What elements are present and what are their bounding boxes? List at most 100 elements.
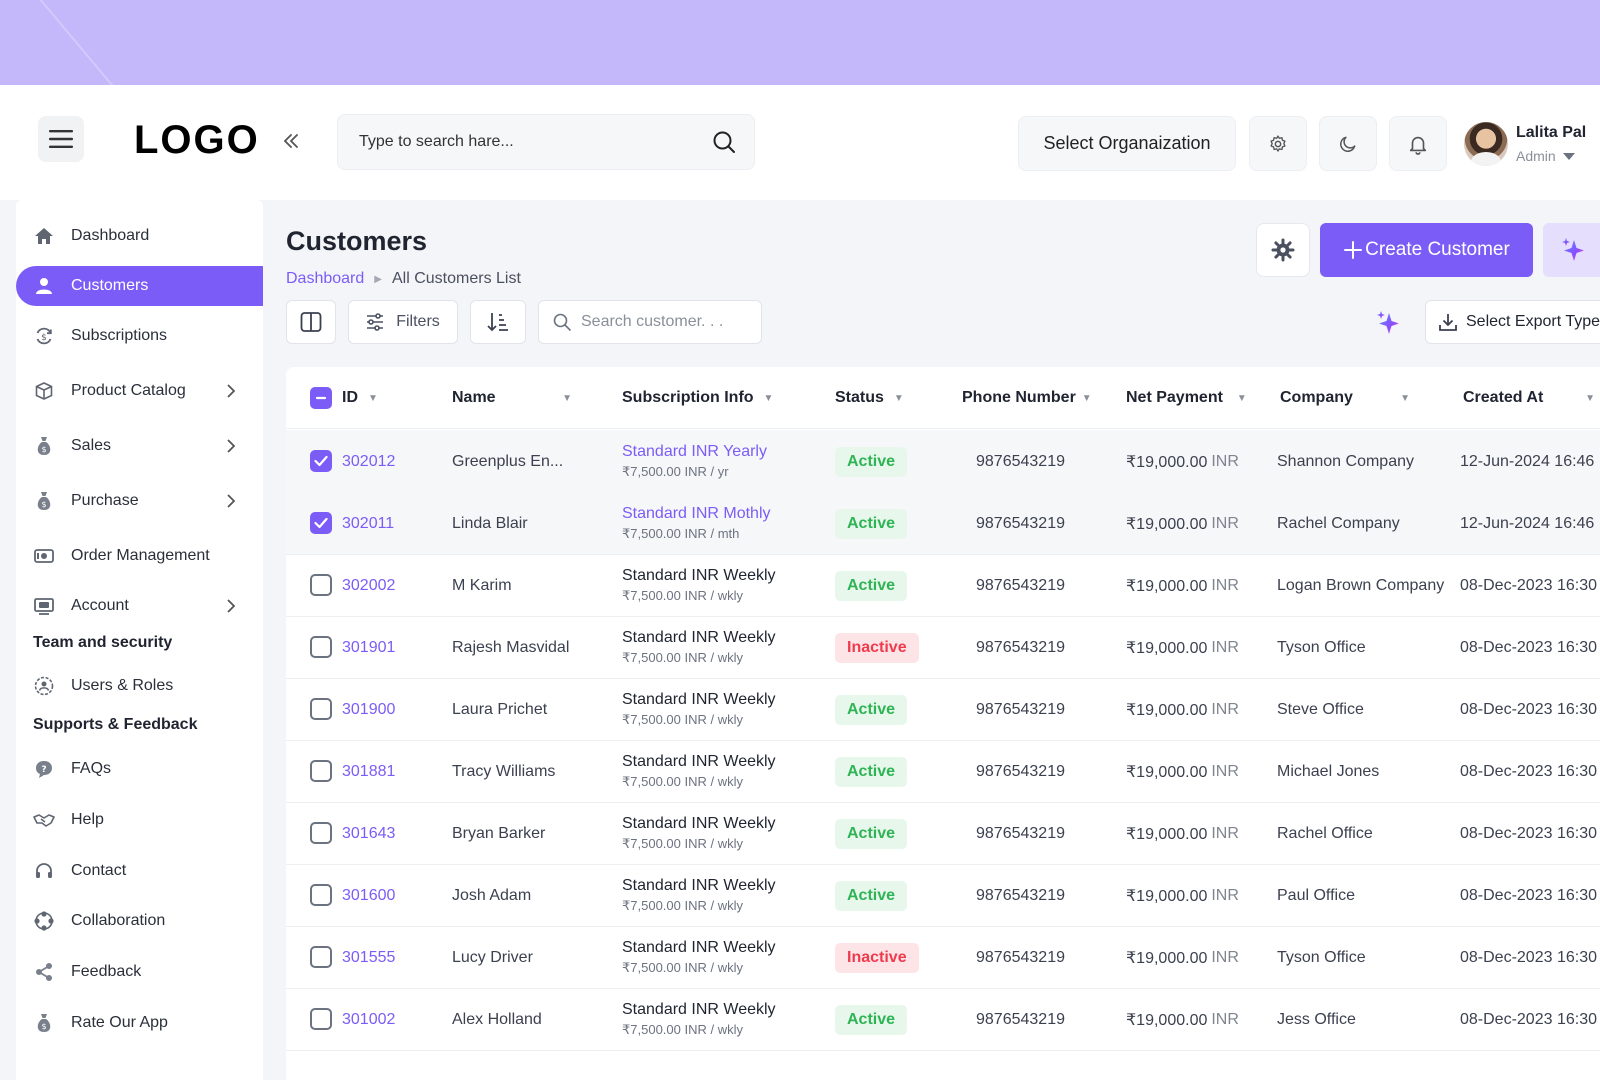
customer-id-link[interactable]: 301555 <box>342 948 396 966</box>
settings-button[interactable] <box>1249 116 1307 171</box>
customer-id-link[interactable]: 302012 <box>342 452 396 470</box>
breadcrumb-dashboard[interactable]: Dashboard <box>286 270 365 287</box>
customer-id-link[interactable]: 301900 <box>342 700 396 718</box>
sort-caret-icon[interactable]: ▼ <box>1585 392 1595 404</box>
customer-id-link[interactable]: 301600 <box>342 886 396 904</box>
sidebar-item-subscriptions[interactable]: $ Subscriptions <box>16 316 263 356</box>
row-checkbox[interactable] <box>310 574 332 596</box>
sort-caret-icon[interactable]: ▼ <box>1081 392 1092 404</box>
column-header-name[interactable]: Name ▼ <box>452 389 572 406</box>
sidebar-item-customers[interactable]: Customers <box>16 266 263 306</box>
sidebar-item-dashboard[interactable]: Dashboard <box>16 216 263 256</box>
customer-id-link[interactable]: 302002 <box>342 576 396 594</box>
subscription-plan: Standard INR Weekly <box>622 1001 776 1018</box>
sidebar-item-help[interactable]: Help <box>16 800 263 840</box>
search-icon[interactable] <box>712 130 736 154</box>
table-row[interactable]: 301002 Alex Holland Standard INR Weekly ₹7,… <box>286 988 1600 1051</box>
row-checkbox[interactable] <box>310 760 332 782</box>
dark-mode-toggle[interactable] <box>1319 116 1377 171</box>
ai-sparkle-button[interactable] <box>1373 308 1403 338</box>
column-header-id[interactable]: ID ▼ <box>342 389 378 406</box>
money-bag-icon: $ <box>33 435 55 457</box>
sidebar-item-contact[interactable]: Contact <box>16 851 263 891</box>
filters-button[interactable]: Filters <box>348 300 458 344</box>
table-row[interactable]: 301600 Josh Adam Standard INR Weekly ₹7,500… <box>286 864 1600 927</box>
row-checkbox[interactable] <box>310 450 332 472</box>
customer-id-link[interactable]: 301901 <box>342 638 396 656</box>
sort-caret-icon[interactable]: ▼ <box>1236 392 1247 404</box>
avatar[interactable] <box>1464 122 1508 166</box>
table-row[interactable]: 302011 Linda Blair Standard INR Mothly ₹7,5… <box>286 492 1600 555</box>
page-settings-button[interactable] <box>1256 223 1310 277</box>
table-row[interactable]: 301643 Bryan Barker Standard INR Weekly ₹7,… <box>286 802 1600 865</box>
customer-search-input[interactable]: Search customer. . . <box>538 300 762 344</box>
table-row[interactable]: 301900 Laura Prichet Standard INR Weekly ₹7… <box>286 678 1600 741</box>
handshake-icon <box>33 809 55 831</box>
customer-id-link[interactable]: 301643 <box>342 824 396 842</box>
subscription-plan[interactable]: Standard INR Mothly <box>622 505 771 522</box>
export-type-select[interactable]: Select Export Type <box>1425 300 1600 344</box>
sparkle-icon <box>1562 238 1584 261</box>
table-row[interactable]: 301881 Tracy Williams Standard INR Weekly ₹… <box>286 740 1600 803</box>
row-checkbox[interactable] <box>310 884 332 906</box>
customer-id-link[interactable]: 302011 <box>342 514 395 532</box>
customer-id-link[interactable]: 301002 <box>342 1010 396 1028</box>
sort-caret-icon[interactable]: ▼ <box>368 392 378 404</box>
status-badge: Active <box>835 880 908 911</box>
row-checkbox[interactable] <box>310 1008 332 1030</box>
sort-caret-icon[interactable]: ▼ <box>562 392 572 404</box>
global-search-input[interactable]: Type to search hare... <box>337 114 755 170</box>
column-header-status[interactable]: Status ▼ <box>835 389 904 406</box>
row-checkbox[interactable] <box>310 698 332 720</box>
row-checkbox[interactable] <box>310 946 332 968</box>
column-layout-button[interactable] <box>286 300 336 344</box>
organization-select[interactable]: Select Organaization <box>1018 116 1236 171</box>
collapse-sidebar-button[interactable] <box>280 130 302 152</box>
customer-id-link[interactable]: 301881 <box>342 762 396 780</box>
subscription-info: Standard INR Weekly ₹7,500.00 INR / wkly <box>622 802 822 865</box>
table-row[interactable]: 301901 Rajesh Masvidal Standard INR Weekly… <box>286 616 1600 679</box>
sidebar-item-order-management[interactable]: Order Management <box>16 536 263 576</box>
logo[interactable]: LOGO <box>134 118 260 162</box>
sort-descending-icon <box>487 313 508 332</box>
ai-assist-button[interactable] <box>1543 223 1600 277</box>
sidebar-item-sales[interactable]: $ Sales <box>16 426 263 466</box>
row-checkbox[interactable] <box>310 636 332 658</box>
create-customer-button[interactable]: Create Customer <box>1320 223 1533 277</box>
notifications-button[interactable] <box>1389 116 1447 171</box>
column-header-company[interactable]: Company ▼ <box>1280 389 1410 406</box>
sidebar-item-users-roles[interactable]: Users & Roles <box>16 666 263 706</box>
sort-caret-icon[interactable]: ▼ <box>763 392 774 404</box>
sidebar-item-purchase[interactable]: $ Purchase <box>16 481 263 521</box>
row-checkbox[interactable] <box>310 512 332 534</box>
sort-caret-icon[interactable]: ▼ <box>1400 392 1410 404</box>
sidebar-item-rate-our-app[interactable]: $ Rate Our App <box>16 1003 263 1043</box>
sidebar-item-feedback[interactable]: Feedback <box>16 952 263 992</box>
sort-caret-icon[interactable]: ▼ <box>893 392 904 404</box>
column-header-created-at[interactable]: Created At ▼ <box>1463 389 1595 406</box>
sidebar-item-collaboration[interactable]: Collaboration <box>16 901 263 941</box>
phone-number: 9876543219 <box>976 824 1065 842</box>
chat-question-icon: ? <box>33 758 55 780</box>
column-header-net-payment[interactable]: Net Payment ▼ <box>1126 389 1247 406</box>
table-row[interactable]: 302012 Greenplus En... Standard INR Yearly… <box>286 430 1600 493</box>
column-header-subscription[interactable]: Subscription Info ▼ <box>622 389 774 406</box>
subscription-plan[interactable]: Standard INR Yearly <box>622 443 767 460</box>
subscription-price: ₹7,500.00 INR / wkly <box>622 898 743 913</box>
user-role-dropdown[interactable]: Admin <box>1516 148 1576 164</box>
column-header-phone[interactable]: Phone Number ▼ <box>962 389 1092 406</box>
check-icon <box>314 455 328 467</box>
sidebar-item-account[interactable]: Account <box>16 586 263 626</box>
customer-name: Rajesh Masvidal <box>452 638 570 656</box>
sidebar-item-product-catalog[interactable]: Product Catalog <box>16 371 263 411</box>
select-all-checkbox[interactable] <box>310 387 332 409</box>
subscription-plan: Standard INR Weekly <box>622 567 776 584</box>
money-bag-icon: $ <box>33 1012 55 1034</box>
row-checkbox[interactable] <box>310 822 332 844</box>
sidebar-item-faqs[interactable]: ? FAQs <box>16 749 263 789</box>
sort-button[interactable] <box>470 300 526 344</box>
status-cell: Active <box>835 740 955 803</box>
hamburger-menu-button[interactable] <box>38 116 84 162</box>
table-row[interactable]: 301555 Lucy Driver Standard INR Weekly ₹7,5… <box>286 926 1600 989</box>
table-row[interactable]: 302002 M Karim Standard INR Weekly ₹7,500.0… <box>286 554 1600 617</box>
